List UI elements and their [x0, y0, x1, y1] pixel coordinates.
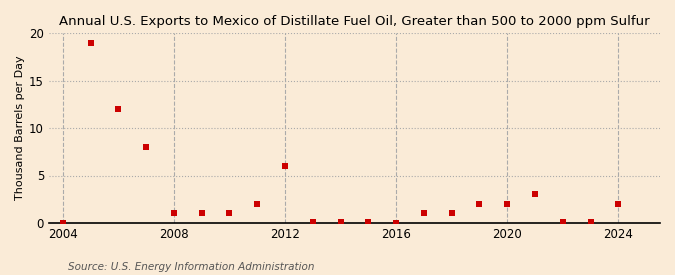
Point [85, 41, 96, 45]
Title: Annual U.S. Exports to Mexico of Distillate Fuel Oil, Greater than 500 to 2000 p: Annual U.S. Exports to Mexico of Distill… [59, 15, 650, 28]
Y-axis label: Thousand Barrels per Day: Thousand Barrels per Day [15, 56, 25, 200]
Point [558, 220, 568, 224]
Point [169, 211, 180, 216]
Point [530, 192, 541, 197]
Point [446, 211, 457, 216]
Point [474, 202, 485, 206]
Point [335, 220, 346, 224]
Point [279, 164, 290, 168]
Point [113, 107, 124, 111]
Point [57, 220, 68, 225]
Point [502, 202, 512, 206]
Point [418, 211, 429, 216]
Point [391, 220, 402, 225]
Point [224, 211, 235, 216]
Point [613, 202, 624, 206]
Point [585, 220, 596, 224]
Point [307, 220, 318, 224]
Point [252, 202, 263, 206]
Point [196, 211, 207, 216]
Text: Source: U.S. Energy Information Administration: Source: U.S. Energy Information Administ… [68, 262, 314, 272]
Point [140, 145, 151, 149]
Point [363, 220, 374, 224]
